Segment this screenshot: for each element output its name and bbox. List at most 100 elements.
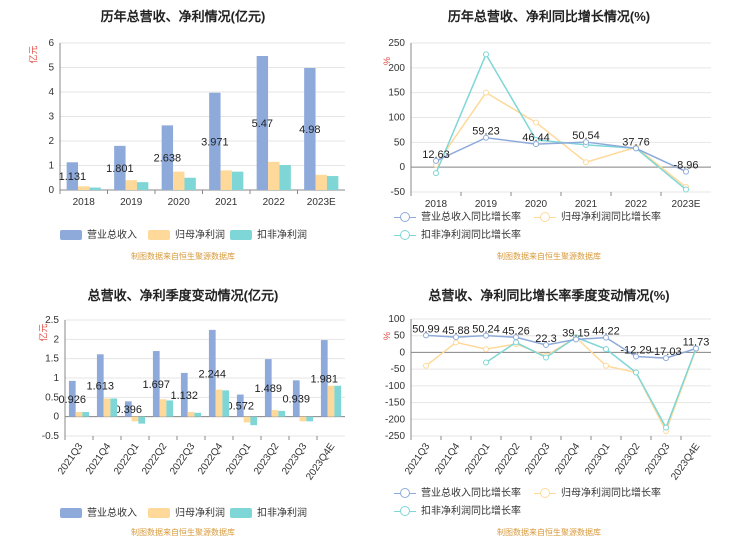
y-tick-label: 0 — [53, 412, 59, 423]
series-line-revenue — [435, 136, 687, 173]
x-tick-label: 2022Q2 — [493, 441, 523, 477]
legend-item-revenue[interactable]: 营业总收入 — [60, 504, 137, 519]
legend-item-net-profit[interactable]: 归母净利润 — [148, 226, 225, 241]
data-label: 37.76 — [622, 136, 650, 148]
chart-plot: 0 1 2 3 4 5 6 2018 2019 2020 2021 2022 2023E 1.131 1.8… — [48, 38, 345, 208]
y-tick-label: 1 — [53, 373, 59, 384]
source-note: 制图数据来自恒生聚源数据库 — [497, 252, 601, 261]
x-tick-label: 2018 — [425, 199, 448, 210]
legend-item-revenue-growth[interactable]: 营业总收入同比增长率 — [394, 208, 521, 223]
y-tick-label: 6 — [48, 38, 54, 49]
data-point — [483, 51, 489, 58]
annual-revenue-profit-chart: 历年总营收、净利情况(亿元) 亿元 0 1 2 3 4 5 6 2018 2019 2020 202… — [0, 0, 366, 274]
legend-item-net-profit-growth[interactable]: 归母净利润同比增长率 — [534, 484, 661, 499]
data-label: 0.939 — [283, 394, 311, 406]
bar-revenue — [209, 92, 221, 190]
y-tick-label: 0 — [48, 185, 54, 196]
bar-revenue — [208, 329, 216, 417]
bar-deducted-profit — [82, 412, 90, 417]
data-label: 1.981 — [311, 373, 339, 385]
data-point — [683, 186, 689, 193]
y-tick-label: 5 — [48, 63, 54, 74]
x-tick-label: 2018 — [73, 197, 96, 208]
y-tick-label: 50 — [394, 137, 406, 148]
data-label: 46.44 — [522, 132, 550, 144]
y-tick-label: 3 — [48, 112, 54, 123]
y-tick-label: -50 — [391, 364, 406, 375]
x-tick-label: 2023E — [672, 199, 701, 210]
bar-revenue — [96, 354, 104, 417]
legend-item-deducted-profit-growth[interactable]: 扣非净利润同比增长率 — [394, 226, 521, 241]
data-label: 1.489 — [255, 383, 283, 395]
bar-net-profit — [315, 174, 327, 190]
data-point — [423, 362, 429, 369]
data-label: 5.47 — [252, 118, 273, 130]
bar-revenue — [124, 401, 132, 417]
data-label: 39.15 — [562, 327, 590, 339]
legend-item-deducted-profit-growth[interactable]: 扣非净利润同比增长率 — [394, 502, 521, 517]
data-label: -17.03 — [650, 346, 681, 358]
data-label: 50.54 — [572, 130, 600, 142]
data-label: 1.801 — [106, 163, 134, 175]
data-label: 2.638 — [154, 153, 182, 165]
chart-plot: -50 0 50 100 150 200 250 2018 2019 2020 2021 2022 20… — [388, 38, 711, 210]
x-tick-label: 2023E — [307, 197, 336, 208]
bar-deducted-profit — [231, 171, 244, 190]
source-note: 制图数据来自恒生聚源数据库 — [131, 528, 235, 537]
y-tick-label: -150 — [385, 398, 405, 409]
x-tick-label: 2019 — [120, 197, 143, 208]
bar-revenue — [152, 351, 160, 417]
legend-item-revenue[interactable]: 营业总收入 — [60, 226, 137, 241]
x-tick-label: 2023Q1 — [224, 441, 254, 477]
data-point — [583, 159, 589, 166]
bar-deducted-profit — [138, 416, 146, 424]
chart-title: 总营收、净利季度变动情况(亿元) — [87, 288, 279, 303]
data-point — [603, 334, 609, 341]
x-tick-label: 2023Q1 — [583, 441, 613, 477]
data-point — [533, 141, 539, 148]
bar-revenue — [304, 67, 316, 190]
x-tick-label: 2023Q4E — [669, 441, 702, 482]
data-point — [513, 334, 519, 341]
data-point — [453, 339, 459, 346]
y-tick-label: 200 — [388, 63, 405, 74]
data-label: 0.926 — [59, 394, 87, 406]
y-tick-label: 0.5 — [45, 392, 59, 403]
data-label: 1.697 — [143, 379, 171, 391]
bar-deducted-profit — [250, 416, 258, 426]
data-point — [513, 339, 519, 346]
bar-revenue — [68, 380, 76, 417]
data-point — [423, 332, 429, 339]
bar-net-profit — [159, 399, 167, 417]
x-tick-label: 2023Q4E — [304, 441, 337, 482]
y-tick-label: 50 — [394, 331, 406, 342]
y-tick-label: 0 — [399, 347, 405, 358]
x-tick-label: 2022 — [625, 199, 648, 210]
bar-net-profit — [327, 385, 335, 417]
data-label: 4.98 — [299, 124, 320, 136]
bar-revenue — [292, 380, 300, 417]
data-point — [483, 134, 489, 141]
y-tick-label: -250 — [385, 431, 405, 442]
bar-deducted-profit — [136, 182, 149, 190]
x-tick-label: 2022 — [263, 197, 286, 208]
data-label: 0.396 — [115, 404, 143, 416]
legend-item-revenue-growth[interactable]: 营业总收入同比增长率 — [394, 484, 521, 499]
bar-deducted-profit — [278, 410, 286, 417]
x-tick-label: 2022Q1 — [463, 441, 493, 477]
bar-revenue — [114, 145, 126, 190]
data-point — [543, 341, 549, 348]
bar-net-profit — [75, 412, 83, 417]
legend-item-net-profit-growth[interactable]: 归母净利润同比增长率 — [534, 208, 661, 223]
bar-net-profit — [187, 412, 195, 417]
bar-revenue — [161, 125, 174, 190]
legend-item-deducted-profit[interactable]: 扣非净利润 — [230, 226, 307, 241]
legend-item-deducted-profit[interactable]: 扣非净利润 — [230, 504, 307, 519]
y-tick-label: 2 — [53, 334, 59, 345]
legend-item-net-profit[interactable]: 归母净利润 — [148, 504, 225, 519]
data-label: 0.572 — [227, 401, 255, 413]
chart-title: 历年总营收、净利情况(亿元) — [100, 9, 266, 24]
data-label: 50.24 — [472, 324, 500, 336]
quarterly-growth-chart: 总营收、净利同比增长率季度变动情况(%) % -250 -200 -150 -100-… — [366, 275, 732, 549]
